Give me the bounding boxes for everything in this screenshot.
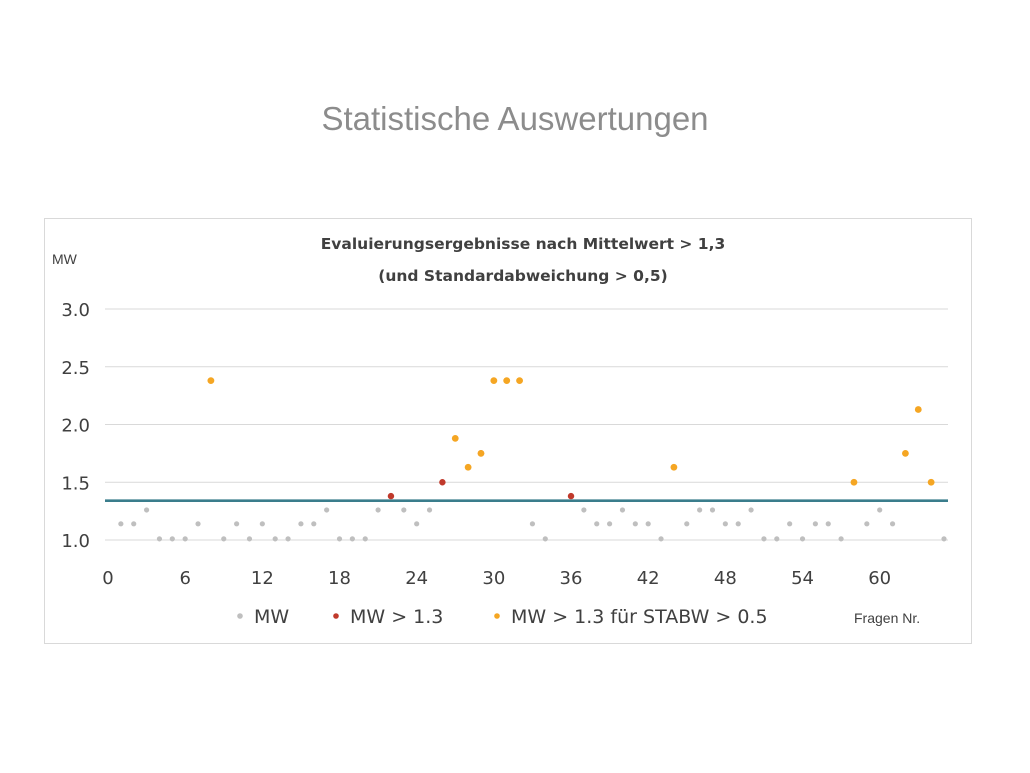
x-tick-label: 42 (637, 568, 660, 589)
data-point (414, 521, 420, 527)
data-point (889, 521, 896, 527)
legend: MW MW > 1.3 MW > 1.3 für STABW > 0.5 (237, 606, 768, 628)
data-point (658, 536, 664, 542)
data-point (503, 377, 511, 385)
data-point (118, 521, 124, 527)
chart-frame (44, 218, 972, 644)
slide-title: Statistische Auswertungen (321, 100, 709, 137)
x-tick-label: 54 (791, 568, 814, 589)
x-tick-label: 0 (102, 568, 113, 589)
chart-title-line-1: Evaluierungsergebnisse nach Mittelwert >… (321, 235, 726, 253)
data-point (787, 521, 793, 527)
y-tick-labels: 1.0 1.5 2.0 2.5 3.0 (61, 300, 90, 552)
data-point (516, 377, 523, 385)
data-point (850, 478, 858, 486)
data-point (156, 536, 163, 542)
data-point (748, 507, 754, 513)
data-point (195, 521, 201, 527)
y-tick-label: 1.5 (61, 473, 90, 494)
y-tick-label: 2.5 (61, 358, 90, 379)
data-point (581, 507, 587, 513)
data-point (207, 377, 215, 385)
data-point (324, 507, 330, 513)
x-tick-label: 48 (714, 568, 737, 589)
x-tick-label: 60 (868, 568, 891, 589)
data-point (542, 536, 548, 542)
data-point (439, 479, 446, 486)
data-point (812, 521, 818, 527)
legend-marker (333, 613, 339, 619)
y-tick-label: 1.0 (61, 531, 90, 552)
data-point (169, 536, 175, 542)
data-point (349, 536, 355, 542)
x-tick-label: 24 (405, 568, 428, 589)
x-tick-label: 12 (251, 568, 274, 589)
data-point (451, 434, 459, 442)
data-point (311, 521, 317, 527)
data-point (670, 463, 678, 471)
data-point (774, 536, 780, 542)
data-point (877, 507, 883, 513)
data-point (221, 536, 227, 542)
data-point (914, 406, 922, 413)
data-point (234, 521, 240, 527)
x-tick-label: 18 (328, 568, 351, 589)
data-point (864, 521, 870, 527)
data-point (825, 521, 831, 527)
data-point (838, 536, 844, 542)
data-point (761, 536, 767, 542)
x-axis-label: Fragen Nr. (854, 610, 920, 626)
data-point (375, 507, 381, 513)
y-tick-label: 3.0 (61, 300, 90, 321)
data-point (401, 507, 407, 513)
legend-marker (237, 613, 243, 619)
data-point (464, 463, 472, 471)
x-tick-labels: 0 6 12 18 24 30 36 42 48 54 60 (102, 568, 891, 589)
data-point (246, 536, 253, 542)
data-point (594, 521, 600, 527)
data-point (607, 521, 613, 527)
data-point (567, 492, 575, 500)
data-point (529, 521, 536, 527)
data-point (722, 521, 728, 527)
data-point (902, 449, 909, 457)
data-points (118, 377, 947, 542)
legend-label: MW > 1.3 (350, 606, 443, 628)
data-point (131, 521, 137, 527)
legend-marker (494, 613, 500, 619)
data-point (182, 536, 188, 542)
legend-label: MW > 1.3 für STABW > 0.5 (511, 606, 768, 628)
legend-label: MW (254, 606, 289, 628)
x-tick-label: 36 (560, 568, 583, 589)
data-point (285, 536, 291, 542)
data-point (927, 478, 935, 486)
data-point (735, 521, 741, 527)
x-tick-label: 30 (482, 568, 505, 589)
data-point (941, 536, 947, 542)
gridlines (105, 308, 948, 541)
data-point (684, 521, 690, 527)
data-point (619, 507, 626, 513)
data-point (709, 507, 716, 513)
y-tick-label: 2.0 (61, 416, 90, 437)
data-point (362, 536, 368, 542)
data-point (490, 377, 498, 385)
data-point (426, 507, 433, 513)
data-point (477, 449, 485, 457)
data-point (697, 507, 703, 513)
data-point (298, 521, 304, 527)
x-tick-label: 6 (179, 568, 190, 589)
data-point (387, 492, 395, 500)
chart-title-line-2: (und Standardabweichung > 0,5) (378, 267, 667, 285)
data-point (336, 536, 343, 542)
data-point (259, 521, 265, 527)
y-axis-label: MW (52, 251, 78, 267)
data-point (632, 521, 638, 527)
data-point (272, 536, 278, 542)
data-point (143, 507, 150, 513)
data-point (799, 536, 806, 542)
data-point (645, 521, 651, 527)
